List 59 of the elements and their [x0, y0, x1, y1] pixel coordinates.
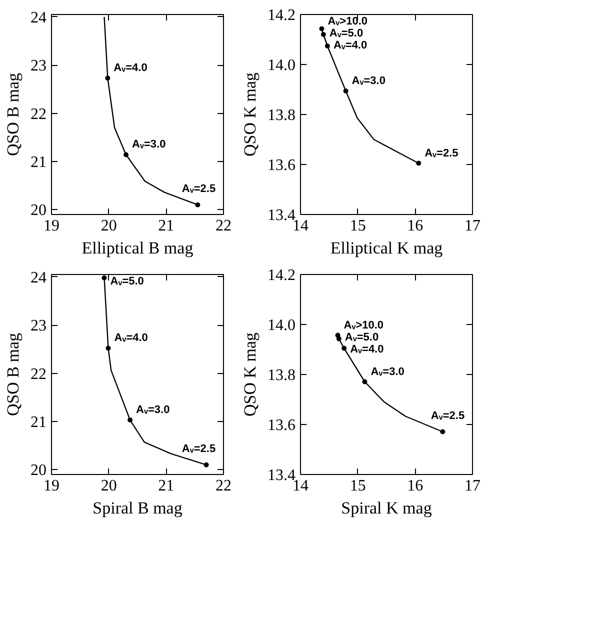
- y-tick-label: 14.2: [268, 7, 296, 24]
- x-tick-label: 20: [100, 218, 117, 234]
- x-tick-label: 16: [407, 218, 424, 234]
- y-tick-label: 20: [30, 462, 46, 480]
- annotation: Aᵥ=4.0: [333, 40, 368, 52]
- x-tick-label: 17: [464, 478, 480, 494]
- annotation: Aᵥ=4.0: [350, 343, 384, 356]
- y-tick-label: 23: [30, 58, 46, 75]
- annotation: Aᵥ=2.5: [430, 410, 465, 422]
- y-tick-label: 21: [30, 154, 46, 171]
- x-tick-label: 15: [350, 478, 366, 494]
- y-tick-label: 24: [30, 9, 46, 26]
- y-axis-title: QSO B mag: [4, 72, 22, 156]
- annotation: Aᵥ=4.0: [114, 62, 148, 74]
- x-tick-label: 21: [158, 218, 174, 234]
- x-tick-label: 19: [44, 478, 60, 494]
- y-axis-title: QSO B mag: [4, 332, 22, 416]
- annotation: Aᵥ=2.5: [182, 442, 216, 455]
- y-tick-label: 13.8: [268, 107, 296, 124]
- x-tick-label: 16: [407, 478, 424, 494]
- y-tick-label: 24: [30, 269, 46, 286]
- y-tick-label: 14.2: [268, 267, 296, 284]
- y-axis-title: QSO K mag: [240, 72, 260, 157]
- annotation: Aᵥ=5.0: [110, 276, 144, 288]
- y-tick-label: 14.0: [268, 57, 296, 74]
- y-tick-label: 22: [30, 106, 46, 123]
- annotation: Aᵥ=3.0: [370, 366, 404, 378]
- y-tick-label: 14.0: [268, 317, 296, 334]
- annotation: Aᵥ=3.0: [136, 404, 170, 416]
- annotation: Aᵥ=2.5: [424, 147, 458, 160]
- y-tick-label: 21: [30, 414, 46, 431]
- x-axis-title: Elliptical K mag: [330, 238, 444, 258]
- x-axis-title: Elliptical B mag: [82, 238, 194, 258]
- annotation: Aᵥ>10.0: [328, 16, 368, 28]
- x-axis-title: Spiral B mag: [92, 498, 183, 518]
- annotation: Aᵥ=2.5: [182, 182, 216, 195]
- y-tick-label: 13.6: [268, 417, 296, 434]
- y-tick-label: 20: [30, 202, 46, 220]
- y-axis-title: QSO K mag: [240, 332, 260, 417]
- annotation: Aᵥ=5.0: [329, 28, 364, 40]
- x-tick-label: 22: [216, 218, 232, 234]
- x-tick-label: 20: [100, 478, 117, 494]
- x-tick-label: 21: [158, 478, 174, 494]
- annotation: Aᵥ=4.0: [114, 332, 148, 344]
- annotation: Aᵥ>10.0: [344, 319, 384, 332]
- x-tick-label: 15: [350, 218, 366, 234]
- x-tick-label: 22: [216, 478, 232, 494]
- y-tick-label: 23: [30, 318, 46, 335]
- y-tick-label: 13.8: [268, 367, 296, 384]
- y-tick-label: 13.4: [268, 467, 296, 484]
- x-tick-label: 17: [464, 218, 480, 234]
- y-tick-label: 13.4: [268, 207, 296, 224]
- annotation: Aᵥ=5.0: [344, 331, 379, 344]
- annotation: Aᵥ=3.0: [132, 138, 166, 151]
- annotation: Aᵥ=3.0: [352, 75, 386, 87]
- x-axis-title: Spiral K mag: [341, 498, 432, 518]
- y-tick-label: 22: [30, 366, 46, 383]
- x-tick-label: 19: [44, 218, 60, 234]
- y-tick-label: 13.6: [268, 157, 296, 174]
